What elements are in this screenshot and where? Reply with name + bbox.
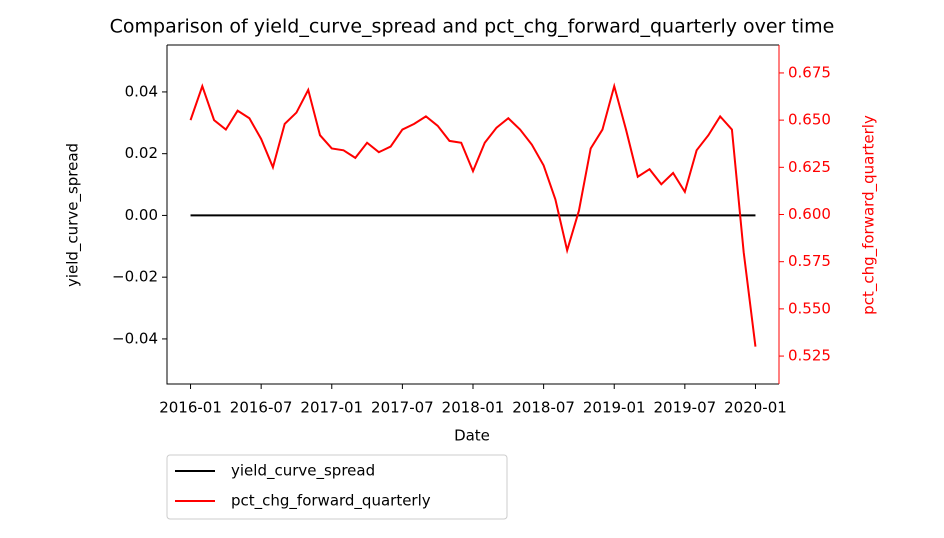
x-tick-label: 2020-01 — [724, 399, 787, 417]
x-axis-label: Date — [454, 427, 490, 445]
y2-tick-label: 0.625 — [788, 158, 831, 176]
y-tick-label: 0.00 — [125, 206, 158, 224]
x-tick-label: 2016-07 — [230, 399, 293, 417]
axes-frame — [166, 44, 779, 385]
x-tick-label: 2017-07 — [371, 399, 434, 417]
y2-tick-label: 0.675 — [788, 63, 831, 81]
y2-tick-label: 0.600 — [788, 205, 831, 223]
y-tick-label: −0.02 — [112, 268, 158, 286]
y-tick-label: 0.02 — [125, 144, 158, 162]
x-tick-label: 2019-01 — [583, 399, 646, 417]
legend-label: yield_curve_spread — [231, 462, 375, 481]
y2-tick-label: 0.550 — [788, 299, 831, 317]
chart-title: Comparison of yield_curve_spread and pct… — [110, 16, 835, 38]
y2-tick-label: 0.575 — [788, 252, 831, 270]
x-tick-label: 2016-01 — [159, 399, 222, 417]
series-line — [189, 82, 757, 347]
y-axis-label: yield_curve_spread — [64, 143, 83, 287]
x-tick-label: 2017-01 — [300, 399, 363, 417]
y2-tick-label: 0.525 — [788, 347, 831, 365]
x-tick-label: 2018-07 — [512, 399, 575, 417]
y2-axis-label: pct_chg_forward_quarterly — [860, 115, 879, 315]
y-tick-label: −0.04 — [112, 329, 158, 347]
x-tick-label: 2018-01 — [442, 399, 505, 417]
legend-label: pct_chg_forward_quarterly — [231, 492, 431, 511]
y2-tick-label: 0.650 — [788, 111, 831, 129]
legend-box — [166, 454, 508, 520]
y-tick-label: 0.04 — [125, 82, 158, 100]
x-tick-label: 2019-07 — [654, 399, 717, 417]
